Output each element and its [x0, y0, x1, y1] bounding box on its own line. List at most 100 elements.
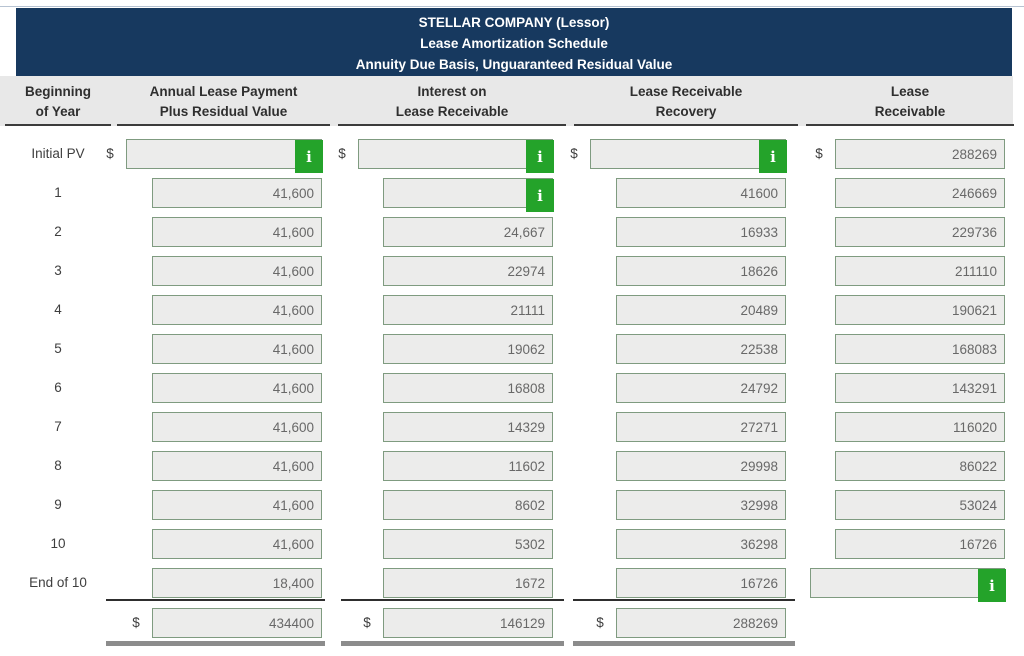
- cell-payment-year-4: [152, 295, 322, 325]
- cell-payment-initial-pv: i: [126, 139, 323, 173]
- total-separator-payment: [106, 599, 325, 601]
- input-interest-year-1[interactable]: [383, 178, 553, 208]
- input-payment-year-1[interactable]: [152, 178, 322, 208]
- input-interest-year-5[interactable]: [383, 334, 553, 364]
- input-receivable-year-4[interactable]: [835, 295, 1005, 325]
- cell-payment-total: [152, 608, 322, 638]
- input-receivable-year-1[interactable]: [835, 178, 1005, 208]
- cell-receivable-initial-pv: [835, 139, 1005, 169]
- cell-recovery-year-6: [616, 373, 786, 403]
- info-icon[interactable]: i: [978, 569, 1006, 602]
- cell-interest-year-4: [383, 295, 553, 325]
- cell-recovery-initial-pv: i: [590, 139, 787, 173]
- input-payment-year-4[interactable]: [152, 295, 322, 325]
- cell-receivable-year-8: [835, 451, 1005, 481]
- input-recovery-year-5[interactable]: [616, 334, 786, 364]
- cell-interest-year-6: [383, 373, 553, 403]
- input-receivable-year-6[interactable]: [835, 373, 1005, 403]
- column-header-band: [0, 76, 1013, 126]
- info-icon[interactable]: i: [295, 140, 323, 173]
- cell-recovery-year-9: [616, 490, 786, 520]
- input-payment-year-8[interactable]: [152, 451, 322, 481]
- input-recovery-year-1[interactable]: [616, 178, 786, 208]
- column-header-annual-lease-payment: Annual Lease Payment Plus Residual Value: [149, 84, 298, 119]
- input-recovery-end-of-10[interactable]: [616, 568, 786, 598]
- cell-payment-year-2: [152, 217, 322, 247]
- input-interest-year-6[interactable]: [383, 373, 553, 403]
- input-payment-initial-pv[interactable]: [126, 139, 322, 169]
- input-interest-end-of-10[interactable]: [383, 568, 553, 598]
- cell-payment-end-of-10: [152, 568, 322, 598]
- input-payment-end-of-10[interactable]: [152, 568, 322, 598]
- cell-interest-year-8: [383, 451, 553, 481]
- input-receivable-initial-pv[interactable]: [835, 139, 1005, 169]
- input-payment-total[interactable]: [152, 608, 322, 638]
- input-recovery-year-8[interactable]: [616, 451, 786, 481]
- input-interest-year-10[interactable]: [383, 529, 553, 559]
- input-interest-total[interactable]: [383, 608, 553, 638]
- row-label-year-6: 6: [54, 380, 62, 395]
- grand-total-bar-recovery: [573, 641, 795, 646]
- cell-interest-year-2: [383, 217, 553, 247]
- schedule-title-bar: STELLAR COMPANY (Lessor) Lease Amortizat…: [16, 8, 1012, 76]
- input-recovery-year-10[interactable]: [616, 529, 786, 559]
- schedule-subtitle: Lease Amortization Schedule: [420, 36, 608, 51]
- input-recovery-year-4[interactable]: [616, 295, 786, 325]
- input-payment-year-7[interactable]: [152, 412, 322, 442]
- input-payment-year-5[interactable]: [152, 334, 322, 364]
- input-recovery-year-3[interactable]: [616, 256, 786, 286]
- cell-payment-year-6: [152, 373, 322, 403]
- cell-payment-year-9: [152, 490, 322, 520]
- company-title: STELLAR COMPANY (Lessor): [418, 15, 610, 30]
- input-interest-initial-pv[interactable]: [358, 139, 553, 169]
- cell-recovery-year-7: [616, 412, 786, 442]
- input-recovery-total[interactable]: [616, 608, 786, 638]
- info-icon[interactable]: i: [526, 179, 554, 212]
- input-payment-year-6[interactable]: [152, 373, 322, 403]
- top-divider: [0, 6, 1024, 7]
- input-receivable-year-3[interactable]: [835, 256, 1005, 286]
- input-interest-year-8[interactable]: [383, 451, 553, 481]
- cell-payment-year-5: [152, 334, 322, 364]
- cell-receivable-year-3: [835, 256, 1005, 286]
- cell-recovery-year-4: [616, 295, 786, 325]
- basis-subtitle: Annuity Due Basis, Unguaranteed Residual…: [355, 57, 673, 72]
- cell-recovery-year-10: [616, 529, 786, 559]
- input-interest-year-7[interactable]: [383, 412, 553, 442]
- input-recovery-initial-pv[interactable]: [590, 139, 786, 169]
- input-payment-year-3[interactable]: [152, 256, 322, 286]
- input-payment-year-10[interactable]: [152, 529, 322, 559]
- cell-receivable-end-of-10: i: [810, 568, 1006, 602]
- header-underline-col5: [806, 124, 1014, 126]
- input-receivable-year-5[interactable]: [835, 334, 1005, 364]
- cell-payment-year-10: [152, 529, 322, 559]
- input-interest-year-3[interactable]: [383, 256, 553, 286]
- input-payment-year-9[interactable]: [152, 490, 322, 520]
- input-recovery-year-7[interactable]: [616, 412, 786, 442]
- input-interest-year-2[interactable]: [383, 217, 553, 247]
- column-header-lease-receivable: Lease Receivable: [874, 84, 946, 119]
- input-payment-year-2[interactable]: [152, 217, 322, 247]
- cell-interest-year-9: [383, 490, 553, 520]
- info-icon[interactable]: i: [526, 140, 554, 173]
- grand-total-bar-interest: [341, 641, 564, 646]
- cell-recovery-total: [616, 608, 786, 638]
- input-receivable-end-of-10[interactable]: [810, 568, 1005, 598]
- input-receivable-year-7[interactable]: [835, 412, 1005, 442]
- total-separator-interest: [341, 599, 564, 601]
- input-receivable-year-2[interactable]: [835, 217, 1005, 247]
- input-recovery-year-2[interactable]: [616, 217, 786, 247]
- input-interest-year-4[interactable]: [383, 295, 553, 325]
- input-interest-year-9[interactable]: [383, 490, 553, 520]
- cell-recovery-year-8: [616, 451, 786, 481]
- input-receivable-year-8[interactable]: [835, 451, 1005, 481]
- input-receivable-year-10[interactable]: [835, 529, 1005, 559]
- input-receivable-year-9[interactable]: [835, 490, 1005, 520]
- input-recovery-year-6[interactable]: [616, 373, 786, 403]
- header-underline-col1: [5, 124, 111, 126]
- info-icon[interactable]: i: [759, 140, 787, 173]
- cell-receivable-year-2: [835, 217, 1005, 247]
- input-recovery-year-9[interactable]: [616, 490, 786, 520]
- currency-symbol: $: [338, 146, 346, 161]
